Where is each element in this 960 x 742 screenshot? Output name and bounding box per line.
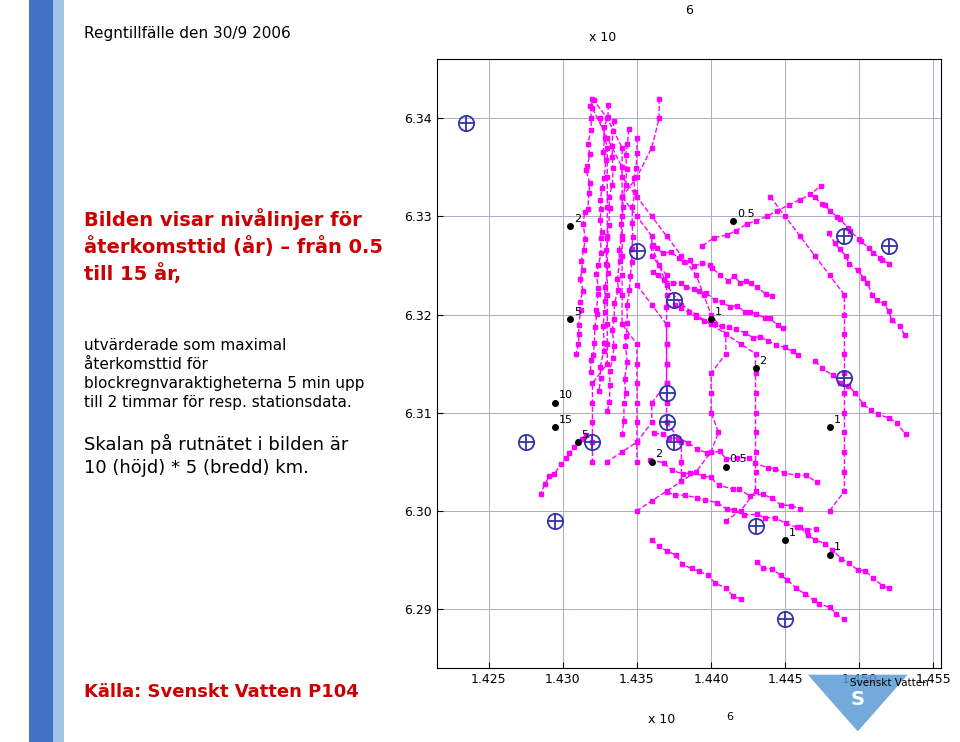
Text: 2: 2 — [656, 449, 662, 459]
Text: 5: 5 — [582, 430, 588, 439]
Text: Svenskt Vatten: Svenskt Vatten — [851, 678, 929, 688]
Text: 6: 6 — [727, 712, 733, 722]
Text: 2: 2 — [574, 214, 581, 224]
Text: S: S — [851, 690, 865, 709]
Text: x 10: x 10 — [589, 31, 616, 45]
Text: 6: 6 — [684, 4, 693, 17]
Text: 1: 1 — [789, 528, 796, 538]
Text: 15: 15 — [559, 415, 573, 425]
Text: Skalan på rutnätet i bilden är
10 (höjd) * 5 (bredd) km.: Skalan på rutnätet i bilden är 10 (höjd)… — [84, 434, 348, 477]
Text: Bilden visar nivålinjer för
återkomsttid (år) – från 0.5
till 15 år,: Bilden visar nivålinjer för återkomsttid… — [84, 208, 383, 283]
Text: 1: 1 — [833, 542, 840, 553]
Text: x 10: x 10 — [649, 714, 676, 726]
Text: 1: 1 — [833, 415, 840, 425]
Text: 0.5: 0.5 — [730, 454, 747, 464]
Text: 0.5: 0.5 — [737, 209, 755, 219]
Text: Regntillfälle den 30/9 2006: Regntillfälle den 30/9 2006 — [84, 26, 291, 41]
Text: utvärderade som maximal
återkomsttid för
blockregnvaraktigheterna 5 min upp
till: utvärderade som maximal återkomsttid för… — [84, 338, 365, 410]
Polygon shape — [807, 674, 907, 732]
Text: 1: 1 — [715, 307, 722, 317]
Text: 10: 10 — [559, 390, 573, 401]
Text: Källa: Svenskt Vatten P104: Källa: Svenskt Vatten P104 — [84, 683, 359, 701]
Text: 2: 2 — [759, 356, 766, 366]
Text: 5: 5 — [574, 307, 581, 317]
